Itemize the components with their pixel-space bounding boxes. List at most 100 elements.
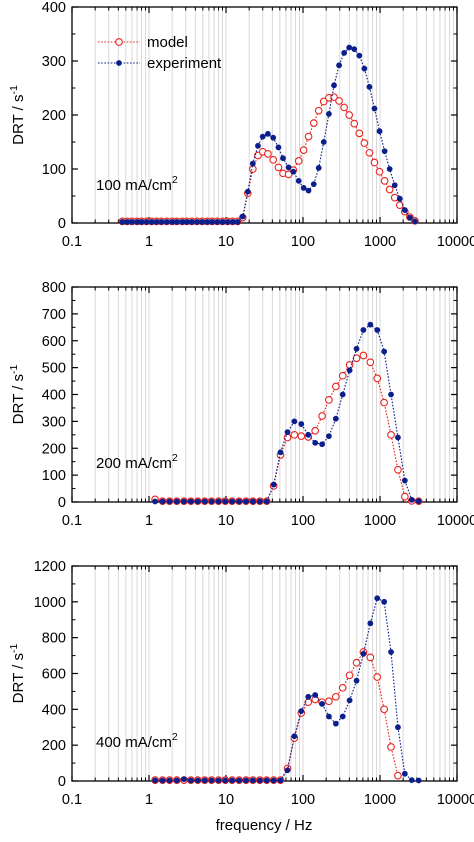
data-point-experiment <box>408 777 415 784</box>
data-point-experiment <box>361 65 368 72</box>
data-point-experiment <box>367 620 374 627</box>
data-point-experiment <box>291 418 298 425</box>
data-point-experiment <box>249 160 256 167</box>
data-point-experiment <box>181 498 187 505</box>
legend-label: model <box>147 34 188 51</box>
data-point-model <box>373 673 382 681</box>
y-tick-label: 400 <box>42 388 66 404</box>
data-point-experiment <box>255 142 261 149</box>
data-point-experiment <box>181 776 187 783</box>
data-point-model <box>366 358 375 367</box>
data-point-experiment <box>408 496 415 503</box>
legend-marker <box>116 60 122 66</box>
data-point-model <box>370 158 379 167</box>
data-point-experiment <box>183 219 190 225</box>
data-point-experiment <box>415 498 422 505</box>
data-point-experiment <box>153 219 160 225</box>
x-tick-label: 100 <box>291 234 315 250</box>
data-point-experiment <box>360 327 367 333</box>
x-tick-label: 0.1 <box>62 513 82 529</box>
y-axis-title: DRT / s-1 <box>8 85 27 145</box>
data-point-experiment <box>401 770 408 777</box>
series-line-model <box>155 651 399 781</box>
y-tick-label: 0 <box>58 216 66 232</box>
y-tick-label: 800 <box>42 631 66 647</box>
data-point-experiment <box>187 498 194 505</box>
data-point-experiment <box>215 498 222 505</box>
x-tick-label: 0.1 <box>62 792 82 808</box>
current-density-main: 100 mA/cm <box>96 177 172 194</box>
y-axis-title: DRT / s-1 <box>8 644 27 704</box>
data-point-model <box>400 492 409 501</box>
data-point-experiment <box>166 777 173 784</box>
current-density-sup: 2 <box>172 452 178 464</box>
data-point-model <box>394 771 402 780</box>
data-point-experiment <box>412 218 418 225</box>
data-point-model <box>350 119 359 128</box>
data-point-experiment <box>270 481 277 488</box>
data-point-model <box>264 150 272 158</box>
data-point-experiment <box>275 144 282 151</box>
data-point-experiment <box>284 429 291 436</box>
x-tick-label: 0.1 <box>62 234 82 250</box>
data-point-experiment <box>300 184 307 191</box>
data-point-experiment <box>331 82 337 89</box>
data-point-experiment <box>256 498 263 505</box>
data-point-experiment <box>332 415 339 422</box>
data-point-experiment <box>376 128 383 135</box>
current-density-main: 400 mA/cm <box>96 734 172 751</box>
data-point-experiment <box>285 164 292 171</box>
data-point-experiment <box>215 777 222 784</box>
y-tick-label: 1200 <box>34 559 66 575</box>
data-point-experiment <box>284 767 291 774</box>
data-point-experiment <box>201 777 208 784</box>
data-point-model <box>380 398 388 407</box>
data-point-experiment <box>250 777 256 784</box>
data-point-experiment <box>332 720 339 727</box>
x-tick-label: 100 <box>291 513 315 529</box>
data-point-model <box>309 119 318 127</box>
data-point-experiment <box>152 777 158 784</box>
x-tick-label: 10000 <box>437 234 474 250</box>
data-point-model <box>331 692 340 701</box>
chart-panel-2: 0 100 200 300 400 500 600 700 800 0.1 1 10 100 1000 10… <box>8 280 474 529</box>
data-point-experiment <box>244 188 251 195</box>
data-point-model <box>352 658 361 667</box>
legend-item-model: model <box>98 34 188 51</box>
legend: model experiment <box>98 34 222 72</box>
y-tick-label: 0 <box>58 774 66 790</box>
data-point-experiment <box>415 777 422 784</box>
current-density-label: 400 mA/cm2 <box>96 731 178 751</box>
data-point-experiment <box>263 777 270 784</box>
series-experiment <box>119 44 418 225</box>
data-point-experiment <box>326 433 332 440</box>
data-point-experiment <box>374 327 381 333</box>
x-tick-label: 1 <box>145 513 153 529</box>
data-point-experiment <box>326 713 332 720</box>
y-tick-label: 400 <box>42 0 66 16</box>
data-point-experiment <box>194 777 201 784</box>
series-model <box>151 351 423 506</box>
data-point-experiment <box>143 219 150 225</box>
data-point-experiment <box>280 155 286 162</box>
data-point-model <box>360 139 369 147</box>
data-point-model <box>290 430 299 439</box>
data-point-model <box>387 743 395 751</box>
data-point-experiment <box>356 52 363 59</box>
data-point-experiment <box>346 44 353 51</box>
current-density-sup: 2 <box>172 731 178 743</box>
data-point-experiment <box>229 219 236 225</box>
data-point-model <box>319 97 328 106</box>
data-point-experiment <box>243 777 249 784</box>
y-tick-label: 400 <box>42 702 66 718</box>
data-point-model <box>338 683 347 692</box>
data-point-experiment <box>298 708 305 715</box>
y-axis-title: DRT / s-1 <box>8 365 27 425</box>
data-point-experiment <box>391 182 398 189</box>
y-tick-label: 500 <box>42 361 66 377</box>
data-point-experiment <box>243 498 249 505</box>
data-point-model <box>294 157 303 165</box>
data-point-experiment <box>201 498 208 505</box>
data-point-experiment <box>222 498 229 505</box>
y-tick-label: 700 <box>42 307 66 323</box>
